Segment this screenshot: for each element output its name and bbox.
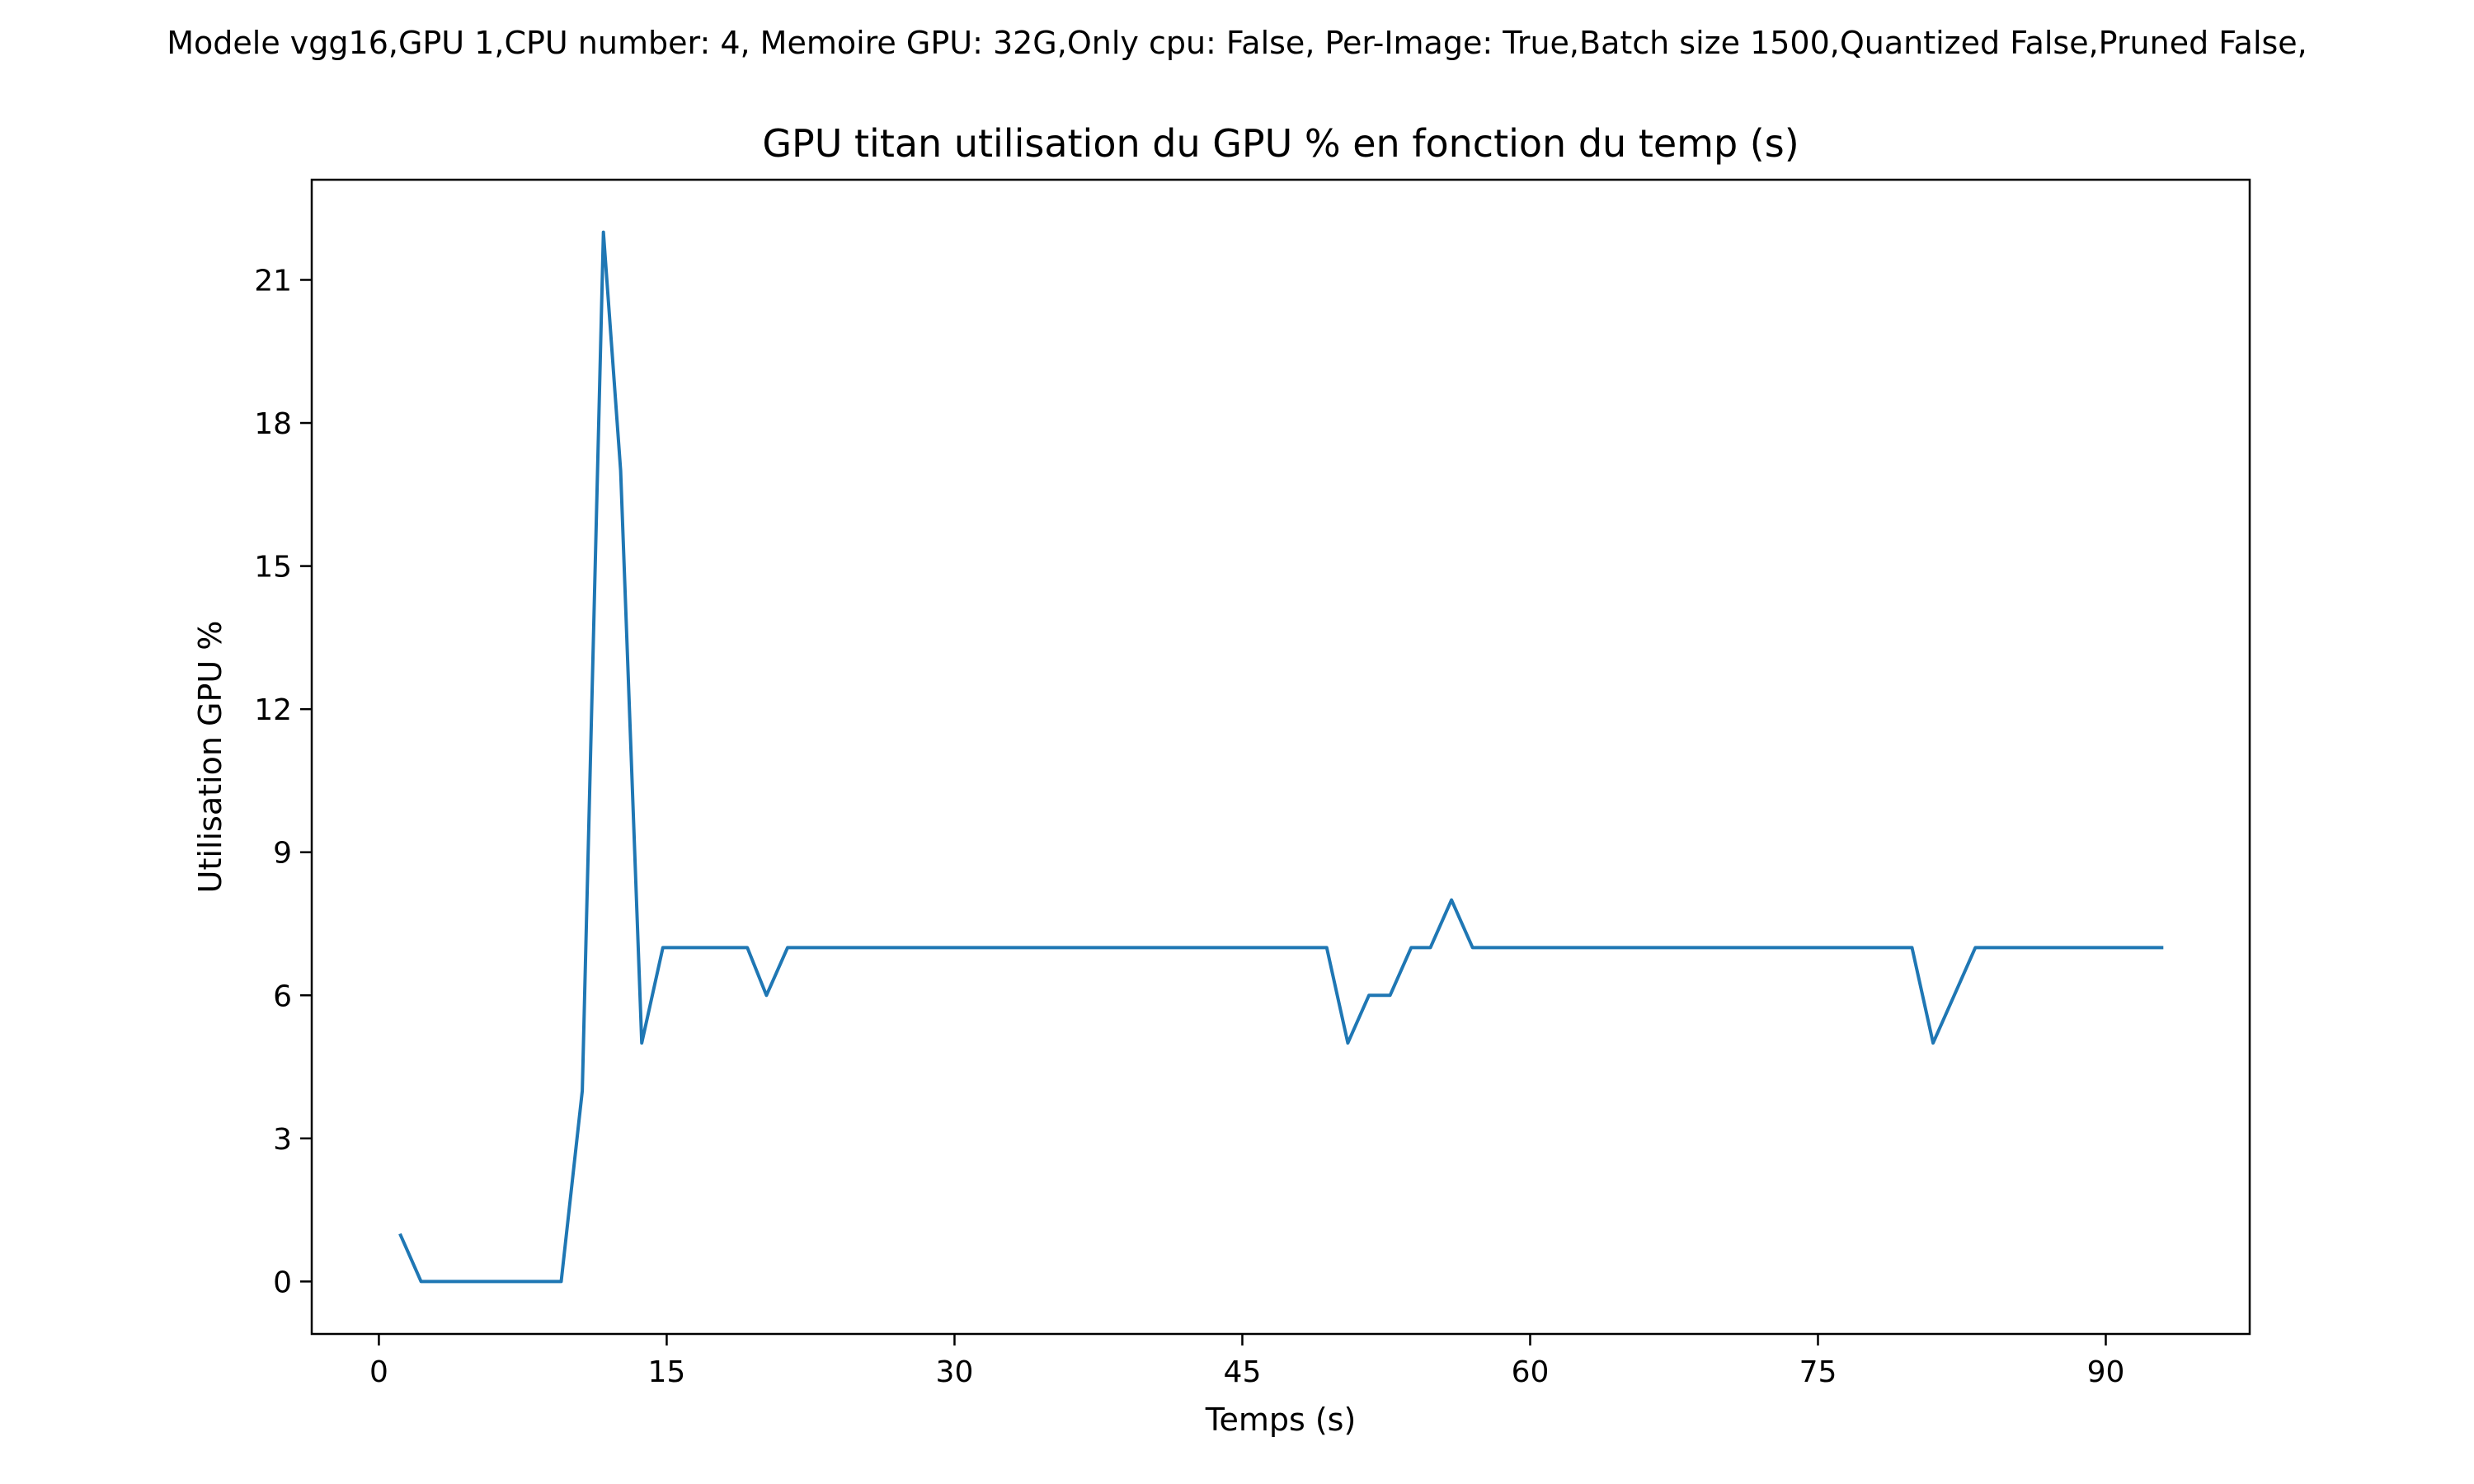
- y-tick-label: 12: [254, 693, 292, 727]
- x-tick-label: 45: [1224, 1355, 1262, 1389]
- x-tick-label: 30: [936, 1355, 974, 1389]
- x-tick-label: 60: [1512, 1355, 1550, 1389]
- y-tick-label: 9: [273, 837, 292, 871]
- y-axis: 0 3 6 9 12 15 18 21: [254, 264, 312, 1299]
- x-tick-label: 75: [1799, 1355, 1837, 1389]
- figure-suptitle: Modele vgg16,GPU 1,CPU number: 4, Memoir…: [167, 25, 2307, 61]
- chart-marks: [398, 230, 2164, 1284]
- y-tick-label: 3: [273, 1123, 292, 1157]
- x-axis: 0 15 30 45 60 75 90: [369, 1334, 2124, 1389]
- series-line-0: [398, 230, 2164, 1284]
- y-tick-label: 18: [254, 407, 292, 441]
- x-tick-label: 0: [369, 1355, 388, 1389]
- chart-title: GPU titan utilisation du GPU % en foncti…: [762, 121, 1799, 166]
- y-tick-label: 21: [254, 264, 292, 298]
- y-tick-label: 6: [273, 979, 292, 1013]
- plot-frame: [310, 178, 2251, 1336]
- y-tick-label: 0: [273, 1266, 292, 1299]
- y-tick-label: 15: [254, 551, 292, 585]
- x-tick-label: 15: [648, 1355, 686, 1389]
- x-tick-label: 90: [2087, 1355, 2125, 1389]
- x-axis-label: Temps (s): [1205, 1402, 1357, 1438]
- y-axis-label: Utilisation GPU %: [192, 621, 228, 894]
